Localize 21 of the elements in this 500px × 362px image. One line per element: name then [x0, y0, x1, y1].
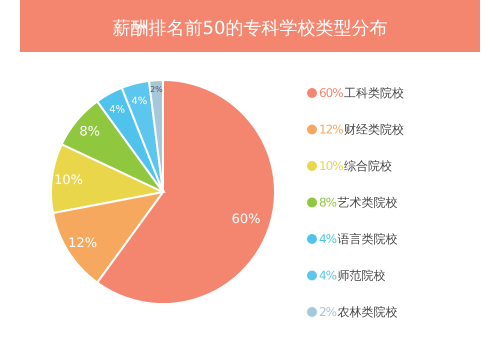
legend-label: 工科类院校	[344, 86, 404, 100]
legend-item: 2%农林类院校	[307, 305, 398, 319]
chart-title: 薪酬排名前50的专科学校类型分布	[112, 18, 388, 39]
legend-label: 语言类院校	[337, 232, 398, 246]
data-label: 10%	[54, 173, 84, 188]
data-label: 60%	[232, 212, 261, 227]
legend-label: 师范院校	[337, 268, 386, 282]
legend-item: 12%财经类院校	[307, 122, 404, 136]
data-label: 4%	[131, 96, 148, 107]
legend-item: 60%工科类院校	[307, 86, 404, 100]
legend-item: 10%综合院校	[307, 159, 392, 173]
legend-item: 8%艺术类院校	[307, 196, 398, 210]
legend-item: 4%师范院校	[307, 268, 386, 282]
legend-item: 4%语言类院校	[307, 232, 398, 246]
legend-label: 综合院校	[344, 159, 392, 173]
legend-label: 农林类院校	[337, 305, 398, 319]
data-label: 4%	[109, 104, 126, 116]
legend-label: 财经类院校	[344, 122, 404, 136]
legend-label: 艺术类院校	[337, 196, 398, 210]
data-label: 12%	[68, 236, 98, 252]
data-label: 8%	[79, 124, 100, 140]
